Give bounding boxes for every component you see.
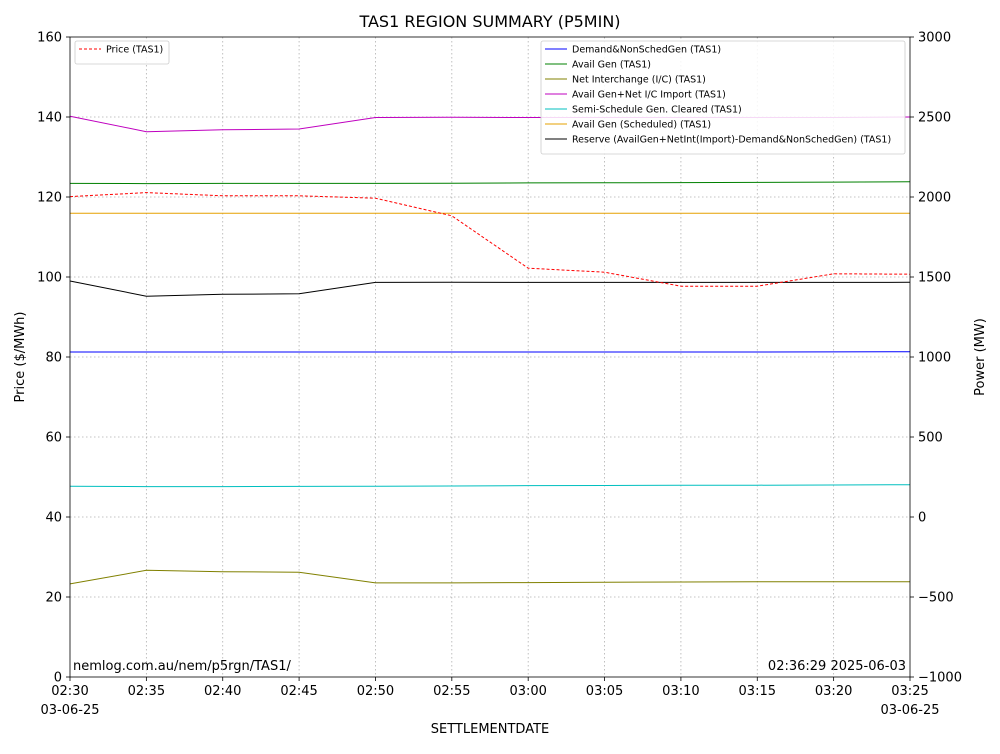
series-line — [70, 182, 910, 184]
x-tick-label: 03:05 — [586, 684, 623, 699]
x-tick-label: 03:15 — [739, 684, 776, 699]
x-tick-label: 02:55 — [433, 684, 470, 699]
legend-label: Avail Gen+Net I/C Import (TAS1) — [572, 90, 726, 101]
y-right-tick-label: 1500 — [918, 271, 951, 286]
source-url-label: nemlog.com.au/nem/p5rgn/TAS1/ — [73, 659, 291, 674]
y-axis-label-left: Price ($/MWh) — [13, 312, 28, 403]
legend-label: Price (TAS1) — [106, 45, 163, 56]
y-right-tick-label: 0 — [918, 511, 926, 526]
x-date-end-label: 03-06-25 — [880, 703, 939, 718]
x-tick-label: 03:20 — [815, 684, 852, 699]
y-left-tick-label: 120 — [37, 191, 62, 206]
y-right-tick-label: −1000 — [918, 671, 962, 686]
y-right-tick-label: 1000 — [918, 351, 951, 366]
y-left-tick-label: 0 — [54, 671, 62, 686]
series-line — [70, 281, 910, 296]
x-tick-label: 02:35 — [128, 684, 165, 699]
x-date-start-label: 03-06-25 — [40, 703, 99, 718]
y-left-tick-label: 100 — [37, 271, 62, 286]
legend-label: Semi-Schedule Gen. Cleared (TAS1) — [572, 105, 742, 116]
y-axis-label-right: Power (MW) — [973, 318, 988, 396]
chart-title: TAS1 REGION SUMMARY (P5MIN) — [358, 12, 620, 31]
legend-layer: Price (TAS1) Demand&NonSchedGen (TAS1) Ava… — [75, 41, 905, 154]
x-tick-label: 03:10 — [662, 684, 699, 699]
legend-label: Reserve (AvailGen+NetInt(Import)-Demand&… — [572, 135, 891, 146]
y-left-tick-label: 40 — [45, 511, 62, 526]
x-tick-label: 02:45 — [280, 684, 317, 699]
y-left-tick-label: 80 — [45, 351, 62, 366]
y-right-tick-label: 2000 — [918, 191, 951, 206]
y-left-tick-label: 20 — [45, 591, 62, 606]
x-tick-label: 02:30 — [51, 684, 88, 699]
y-right-tick-label: −500 — [918, 591, 954, 606]
series-line — [70, 193, 910, 287]
y-left-tick-label: 140 — [37, 111, 62, 126]
x-tick-label: 03:25 — [891, 684, 928, 699]
y-right-tick-label: 3000 — [918, 31, 951, 46]
series-line — [70, 570, 910, 584]
timestamp-label: 02:36:29 2025-06-03 — [768, 659, 906, 674]
y-left-tick-label: 60 — [45, 431, 62, 446]
y-right-tick-label: 2500 — [918, 111, 951, 126]
series-line — [70, 485, 910, 487]
x-tick-label: 02:40 — [204, 684, 241, 699]
y-left-tick-label: 160 — [37, 31, 62, 46]
x-tick-label: 03:00 — [509, 684, 546, 699]
x-tick-label: 02:50 — [357, 684, 394, 699]
legend-label: Avail Gen (Scheduled) (TAS1) — [572, 120, 711, 131]
x-axis-label: SETTLEMENTDATE — [431, 722, 550, 737]
series-layer — [70, 116, 910, 584]
y-right-tick-label: 500 — [918, 431, 943, 446]
legend-label: Avail Gen (TAS1) — [572, 60, 651, 71]
legend-label: Demand&NonSchedGen (TAS1) — [572, 45, 721, 56]
legend-label: Net Interchange (I/C) (TAS1) — [572, 75, 706, 86]
